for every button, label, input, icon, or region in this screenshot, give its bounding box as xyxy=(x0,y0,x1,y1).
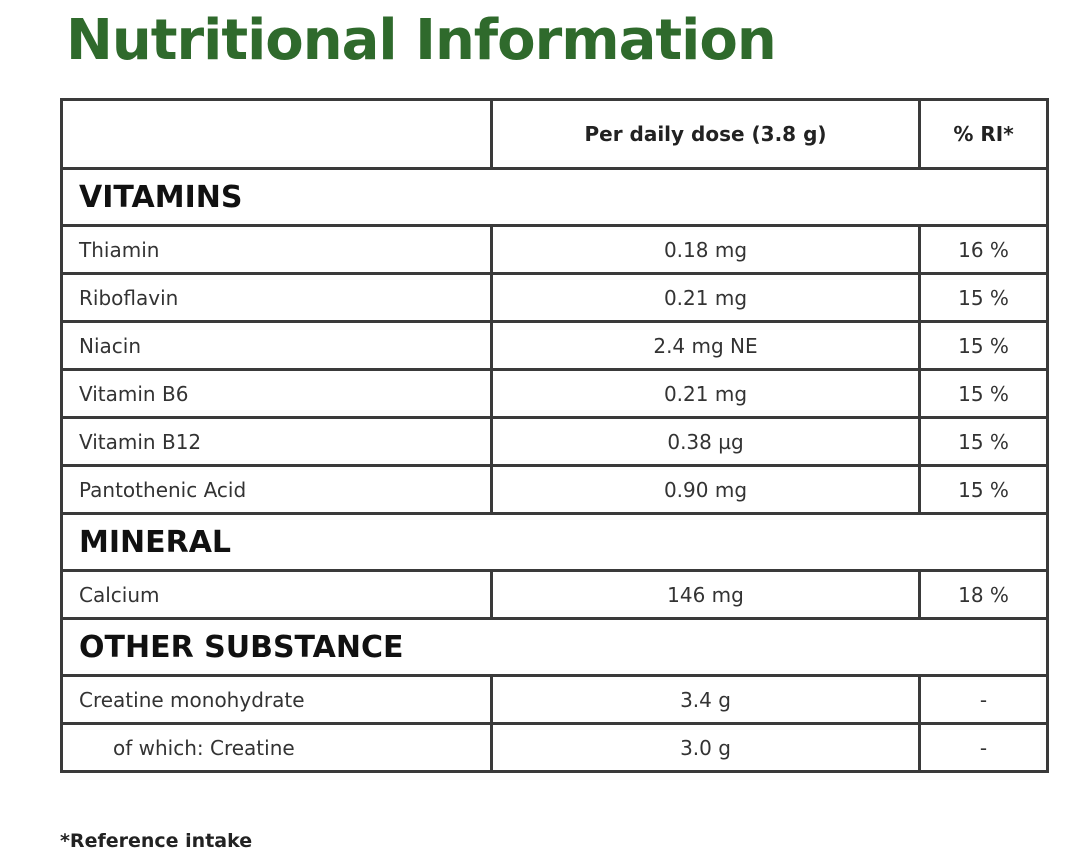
nutrient-name: of which: Creatine xyxy=(60,722,493,773)
dose-cell: 2.4 mg NE xyxy=(490,320,921,371)
ri-cell: 15 % xyxy=(918,368,1049,419)
ri-cell: 15 % xyxy=(918,464,1049,515)
nutrient-name: Vitamin B12 xyxy=(60,416,493,467)
section-heading: OTHER SUBSTANCE xyxy=(60,617,1049,677)
data-row: of which: Creatine 3.0 g- xyxy=(60,722,1049,773)
nutrient-name: Creatine monohydrate xyxy=(60,674,493,725)
data-row: Creatine monohydrate 3.4 g- xyxy=(60,674,1049,725)
dose-cell: 0.18 mg xyxy=(490,224,921,275)
ri-cell: 15 % xyxy=(918,416,1049,467)
section-row: OTHER SUBSTANCE xyxy=(60,617,1049,677)
nutrient-name: Thiamin xyxy=(60,224,493,275)
nutrient-name: Riboflavin xyxy=(60,272,493,323)
data-row: Pantothenic Acid 0.90 mg 15 % xyxy=(60,464,1049,515)
dose-cell: 0.21 mg xyxy=(490,272,921,323)
ri-cell: 15 % xyxy=(918,320,1049,371)
ri-cell: 15 % xyxy=(918,272,1049,323)
dose-cell: 0.38 µg xyxy=(490,416,921,467)
nutrient-name: Vitamin B6 xyxy=(60,368,493,419)
ri-cell: - xyxy=(918,722,1049,773)
data-row: Calcium 146 mg 18 % xyxy=(60,569,1049,620)
dose-cell: 3.4 g xyxy=(490,674,921,725)
dose-cell: 146 mg xyxy=(490,569,921,620)
section-heading: MINERAL xyxy=(60,512,1049,572)
nutrient-name: Niacin xyxy=(60,320,493,371)
header-cell: Per daily dose (3.8 g) xyxy=(490,98,921,170)
data-row: Thiamin 0.18 mg 16 % xyxy=(60,224,1049,275)
section-row: MINERAL xyxy=(60,512,1049,572)
section-heading: VITAMINS xyxy=(60,167,1049,227)
data-row: Vitamin B6 0.21 mg 15 % xyxy=(60,368,1049,419)
dose-cell: 0.21 mg xyxy=(490,368,921,419)
ri-cell: - xyxy=(918,674,1049,725)
nutrient-name: Pantothenic Acid xyxy=(60,464,493,515)
section-row: VITAMINS xyxy=(60,167,1049,227)
ri-cell: 16 % xyxy=(918,224,1049,275)
table-body: Per daily dose (3.8 g) % RI* VITAMINS Thi… xyxy=(60,98,1049,773)
header-row: Per daily dose (3.8 g) % RI* xyxy=(60,98,1049,170)
header-cell: % RI* xyxy=(918,98,1049,170)
nutrient-name: Calcium xyxy=(60,569,493,620)
footnote: *Reference intake xyxy=(60,830,253,852)
dose-cell: 3.0 g xyxy=(490,722,921,773)
data-row: Vitamin B12 0.38 µg 15 % xyxy=(60,416,1049,467)
nutrition-table: Per daily dose (3.8 g) % RI* VITAMINS Thi… xyxy=(60,98,1049,773)
ri-cell: 18 % xyxy=(918,569,1049,620)
title: Nutritional Information xyxy=(66,8,777,73)
data-row: Niacin 2.4 mg NE 15 % xyxy=(60,320,1049,371)
header-empty-cell xyxy=(60,98,493,170)
dose-cell: 0.90 mg xyxy=(490,464,921,515)
data-row: Riboflavin 0.21 mg 15 % xyxy=(60,272,1049,323)
